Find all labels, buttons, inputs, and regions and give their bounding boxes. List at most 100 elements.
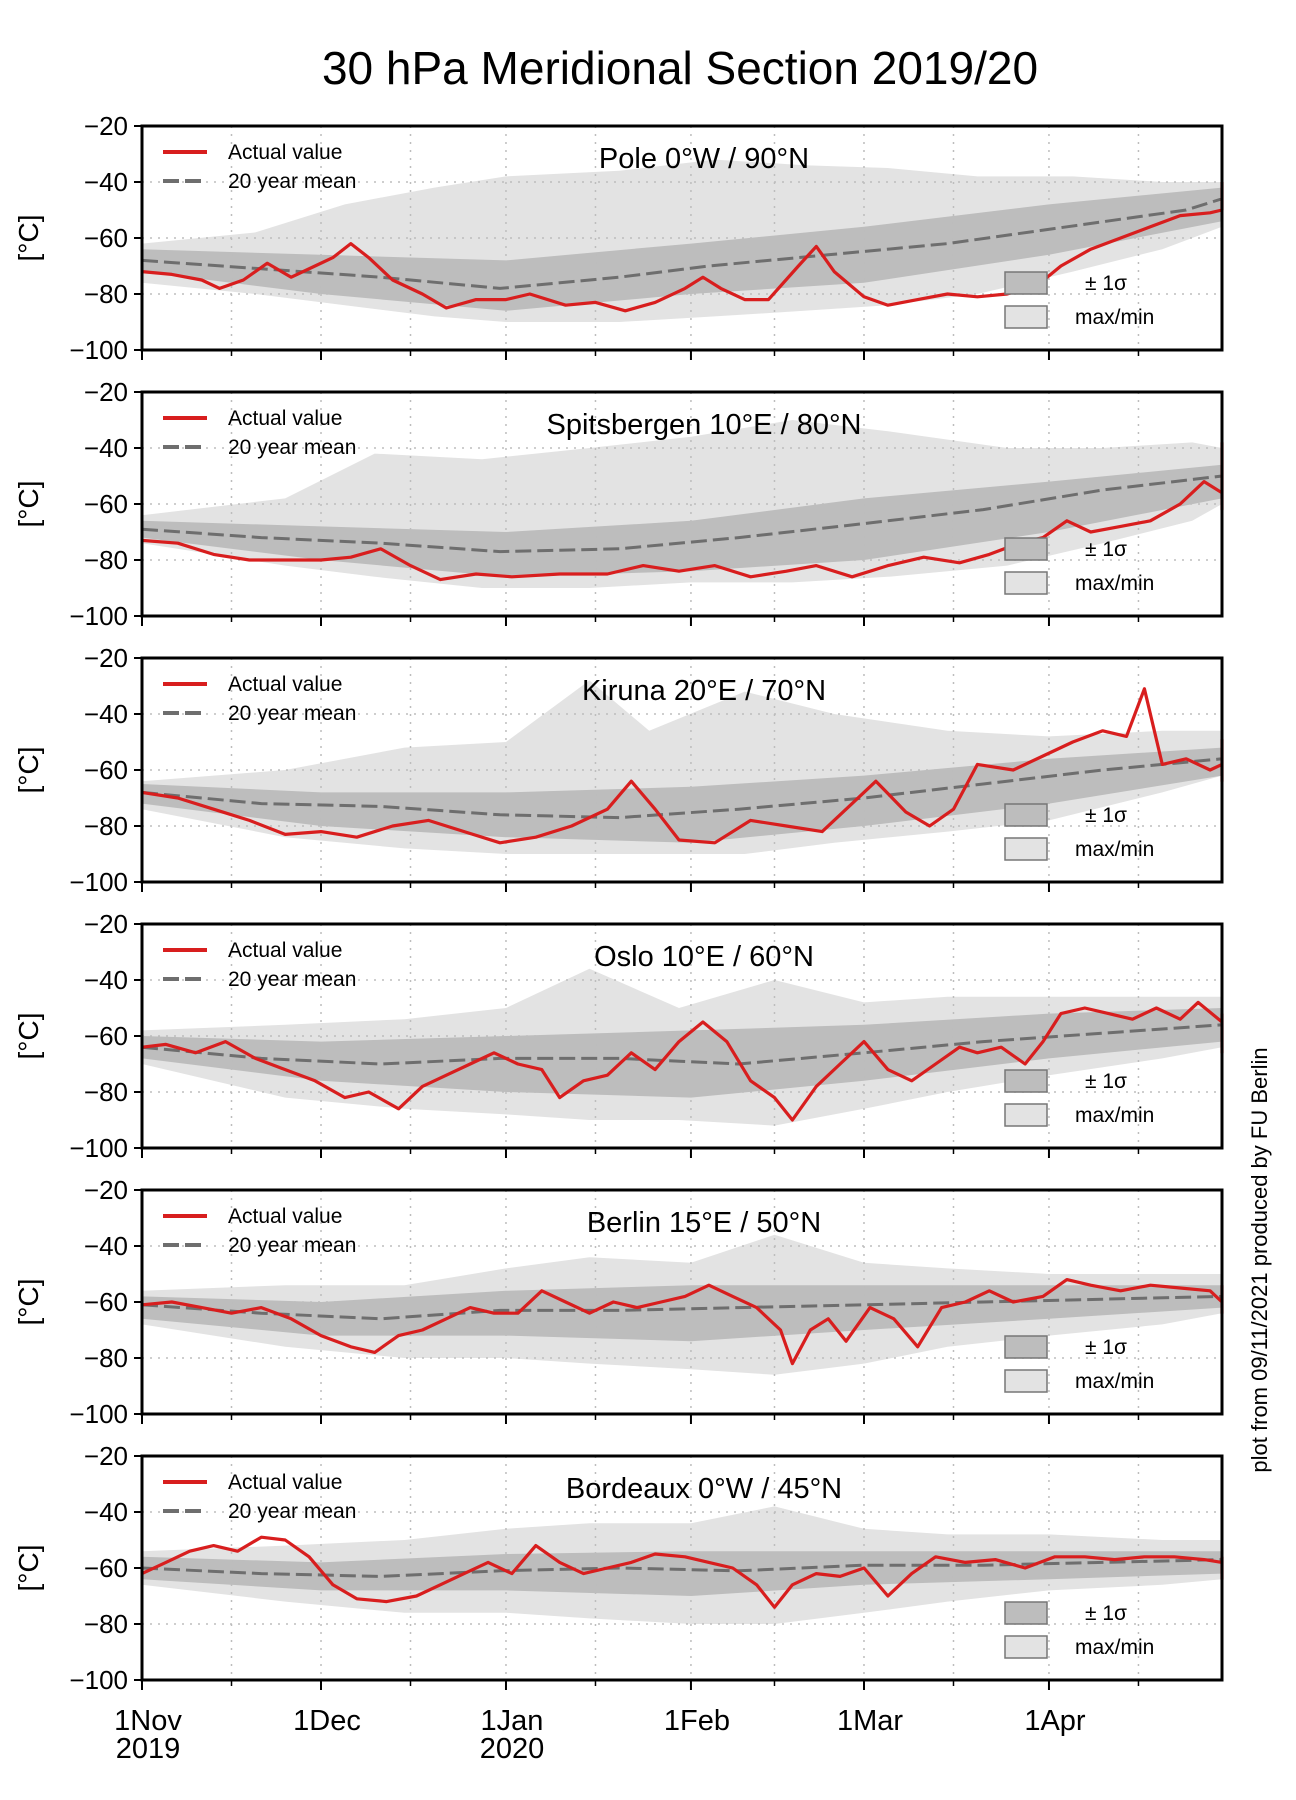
y-tick-label: −20 — [84, 1441, 128, 1471]
panel-title: Berlin 15°E / 50°N — [587, 1207, 821, 1239]
legend-maxmin-label: max/min — [1075, 306, 1154, 329]
mean-line — [141, 1288, 1224, 1321]
panel-0: −20 −40 −60 −80 −100 [°C] Pole 0°W / 90°N Actua… — [13, 111, 1224, 365]
actual-line — [141, 1000, 1224, 1122]
panel-1: −20 −40 −60 −80 −100 [°C] Spitsbergen 10°E / 8… — [13, 377, 1224, 631]
mean-line — [141, 196, 1224, 290]
y-tick-label: −40 — [84, 167, 128, 197]
legend-sigma-swatch — [1004, 271, 1048, 295]
legend-sigma-label: ± 1σ — [1085, 1070, 1127, 1093]
x-tick-label: 1Nov — [114, 1705, 182, 1737]
mean-line — [141, 464, 1224, 554]
legend-maxmin-label: max/min — [1075, 838, 1154, 861]
legend-maxmin-swatch — [1004, 305, 1048, 329]
panel-3: −20 −40 −60 −80 −100 [°C] Oslo 10°E / 60°N Actu… — [13, 909, 1224, 1163]
legend-maxmin-swatch — [1004, 837, 1048, 861]
y-tick-label: −60 — [84, 755, 128, 785]
legend-sigma-swatch — [1004, 1335, 1048, 1359]
legend-maxmin-swatch — [1004, 1103, 1048, 1127]
y-tick-label: −40 — [84, 699, 128, 729]
legend-sigma-swatch — [1004, 1601, 1048, 1625]
legend-sigma-swatch — [1004, 537, 1048, 561]
credit-text: plot from 09/11/2021 produced by FU Berl… — [1247, 1047, 1272, 1472]
panel-title: Pole 0°W / 90°N — [599, 143, 809, 175]
legend-mean-label: 20 year mean — [228, 1500, 356, 1523]
legend-actual-label: Actual value — [228, 939, 342, 962]
mean-line — [141, 739, 1224, 820]
panel-5: −20 −40 −60 −80 −100 [°C] Bordeaux 0°W / 45°N A… — [13, 1441, 1224, 1695]
y-tick-label: −20 — [84, 909, 128, 939]
y-tick-label: −80 — [84, 1343, 128, 1373]
y-axis-label: [°C] — [13, 747, 44, 794]
legend-sigma-swatch — [1004, 803, 1048, 827]
y-tick-label: −60 — [84, 1021, 128, 1051]
y-axis-label: [°C] — [13, 215, 44, 262]
legend-actual-label: Actual value — [228, 1471, 342, 1494]
x-tick-label: 1Dec — [293, 1705, 361, 1737]
legend-mean-label: 20 year mean — [228, 1234, 356, 1257]
legend-sigma-label: ± 1σ — [1085, 1336, 1127, 1359]
y-tick-label: −20 — [84, 1175, 128, 1205]
x-tick-label: 1Apr — [1024, 1705, 1086, 1737]
panel-2: −20 −40 −60 −80 −100 [°C] Kiruna 20°E / 70°N Ac… — [13, 643, 1224, 897]
sigma-band — [142, 459, 1222, 577]
y-tick-label: −80 — [84, 545, 128, 575]
legend-maxmin-label: max/min — [1075, 1104, 1154, 1127]
legend-mean-label: 20 year mean — [228, 702, 356, 725]
panel-title: Kiruna 20°E / 70°N — [582, 675, 826, 707]
y-tick-label: −60 — [84, 1287, 128, 1317]
y-tick-label: −80 — [84, 1609, 128, 1639]
x-tick-sublabel: 2019 — [116, 1733, 181, 1765]
y-tick-label: −20 — [84, 111, 128, 141]
panel-title: Bordeaux 0°W / 45°N — [566, 1473, 842, 1505]
y-tick-label: −80 — [84, 1077, 128, 1107]
panel-title: Spitsbergen 10°E / 80°N — [547, 409, 862, 441]
sigma-band — [142, 1008, 1222, 1098]
legend-sigma-swatch — [1004, 1069, 1048, 1093]
y-axis-label: [°C] — [13, 1545, 44, 1592]
y-axis-label: [°C] — [13, 1013, 44, 1060]
legend-sigma-label: ± 1σ — [1085, 538, 1127, 561]
y-tick-label: −40 — [84, 965, 128, 995]
legend-actual-label: Actual value — [228, 673, 342, 696]
legend-mean-label: 20 year mean — [228, 170, 356, 193]
x-tick-label: 1Jan — [481, 1705, 544, 1737]
y-axis-label: [°C] — [13, 481, 44, 528]
panel-4: −20 −40 −60 −80 −100 [°C] Berlin 15°E / 50°N Ac… — [13, 1175, 1224, 1429]
legend-sigma-label: ± 1σ — [1085, 804, 1127, 827]
y-axis-label: [°C] — [13, 1279, 44, 1326]
y-tick-label: −40 — [84, 1497, 128, 1527]
legend-maxmin-swatch — [1004, 571, 1048, 595]
y-tick-label: −20 — [84, 377, 128, 407]
figure-title: 30 hPa Meridional Section 2019/20 — [322, 42, 1038, 94]
y-tick-label: −100 — [69, 1399, 128, 1429]
y-tick-label: −100 — [69, 1133, 128, 1163]
y-tick-label: −40 — [84, 1231, 128, 1261]
actual-line — [141, 1277, 1224, 1366]
y-tick-label: −100 — [69, 1665, 128, 1695]
sigma-band — [142, 736, 1222, 843]
y-tick-label: −80 — [84, 279, 128, 309]
x-tick-label: 1Feb — [664, 1705, 730, 1737]
x-tick-sublabel: 2020 — [480, 1733, 545, 1765]
legend-actual-label: Actual value — [228, 141, 342, 164]
legend-sigma-label: ± 1σ — [1085, 1602, 1127, 1625]
actual-line — [141, 1535, 1224, 1609]
legend-mean-label: 20 year mean — [228, 968, 356, 991]
y-tick-label: −40 — [84, 433, 128, 463]
y-tick-label: −80 — [84, 811, 128, 841]
legend-maxmin-swatch — [1004, 1635, 1048, 1659]
y-tick-label: −60 — [84, 223, 128, 253]
x-tick-label: 1Mar — [837, 1705, 903, 1737]
actual-line — [141, 687, 1224, 845]
actual-line — [141, 182, 1224, 313]
legend-maxmin-label: max/min — [1075, 572, 1154, 595]
y-tick-label: −100 — [69, 335, 128, 365]
y-tick-label: −60 — [84, 489, 128, 519]
y-tick-label: −100 — [69, 867, 128, 897]
legend-maxmin-label: max/min — [1075, 1636, 1154, 1659]
legend-maxmin-label: max/min — [1075, 1370, 1154, 1393]
panel-title: Oslo 10°E / 60°N — [594, 941, 814, 973]
